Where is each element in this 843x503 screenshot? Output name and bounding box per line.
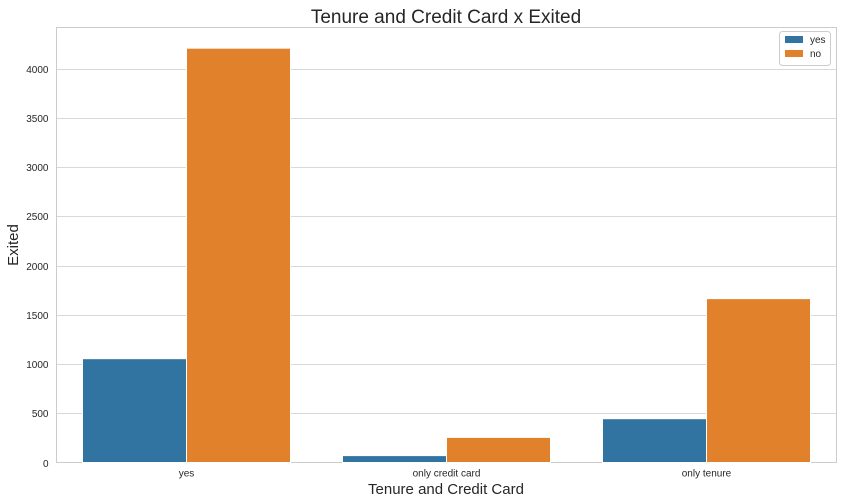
y-axis-title: Exited — [5, 224, 22, 266]
legend-swatch-no — [785, 50, 803, 57]
x-tick-label: only tenure — [682, 469, 732, 480]
y-tick-label: 500 — [32, 409, 49, 420]
y-tick-label: 2500 — [26, 212, 49, 223]
legend-label-yes: yes — [810, 35, 826, 46]
y-tick-label: 0 — [43, 459, 49, 470]
x-tick-labels: yes only credit card only tenure — [179, 469, 732, 480]
bar-no-only-tenure — [706, 298, 811, 464]
y-tick-label: 1500 — [26, 311, 49, 322]
bar-yes-only-tenure — [602, 418, 707, 464]
x-axis-title: Tenure and Credit Card — [368, 481, 524, 498]
bar-no-only-credit-card — [446, 436, 551, 463]
y-tick-label: 2000 — [26, 262, 49, 273]
x-tick-label: yes — [179, 469, 195, 480]
y-tick-label: 3500 — [26, 114, 49, 125]
legend-label-no: no — [810, 49, 822, 60]
y-tick-label: 3000 — [26, 163, 49, 174]
bar-yes-only-credit-card — [342, 455, 447, 463]
y-tick-label: 1000 — [26, 360, 49, 371]
bar-yes-yes — [82, 358, 187, 464]
x-tick-label: only credit card — [413, 469, 481, 480]
bar-no-yes — [186, 47, 291, 463]
legend-swatch-yes — [785, 36, 803, 43]
y-tick-labels: 0 500 1000 1500 2000 2500 3000 3500 4000 — [26, 65, 49, 470]
y-tick-label: 4000 — [26, 65, 49, 76]
legend: yes no — [779, 31, 831, 66]
chart-title: Tenure and Credit Card x Exited — [311, 7, 581, 28]
bars — [82, 47, 811, 464]
